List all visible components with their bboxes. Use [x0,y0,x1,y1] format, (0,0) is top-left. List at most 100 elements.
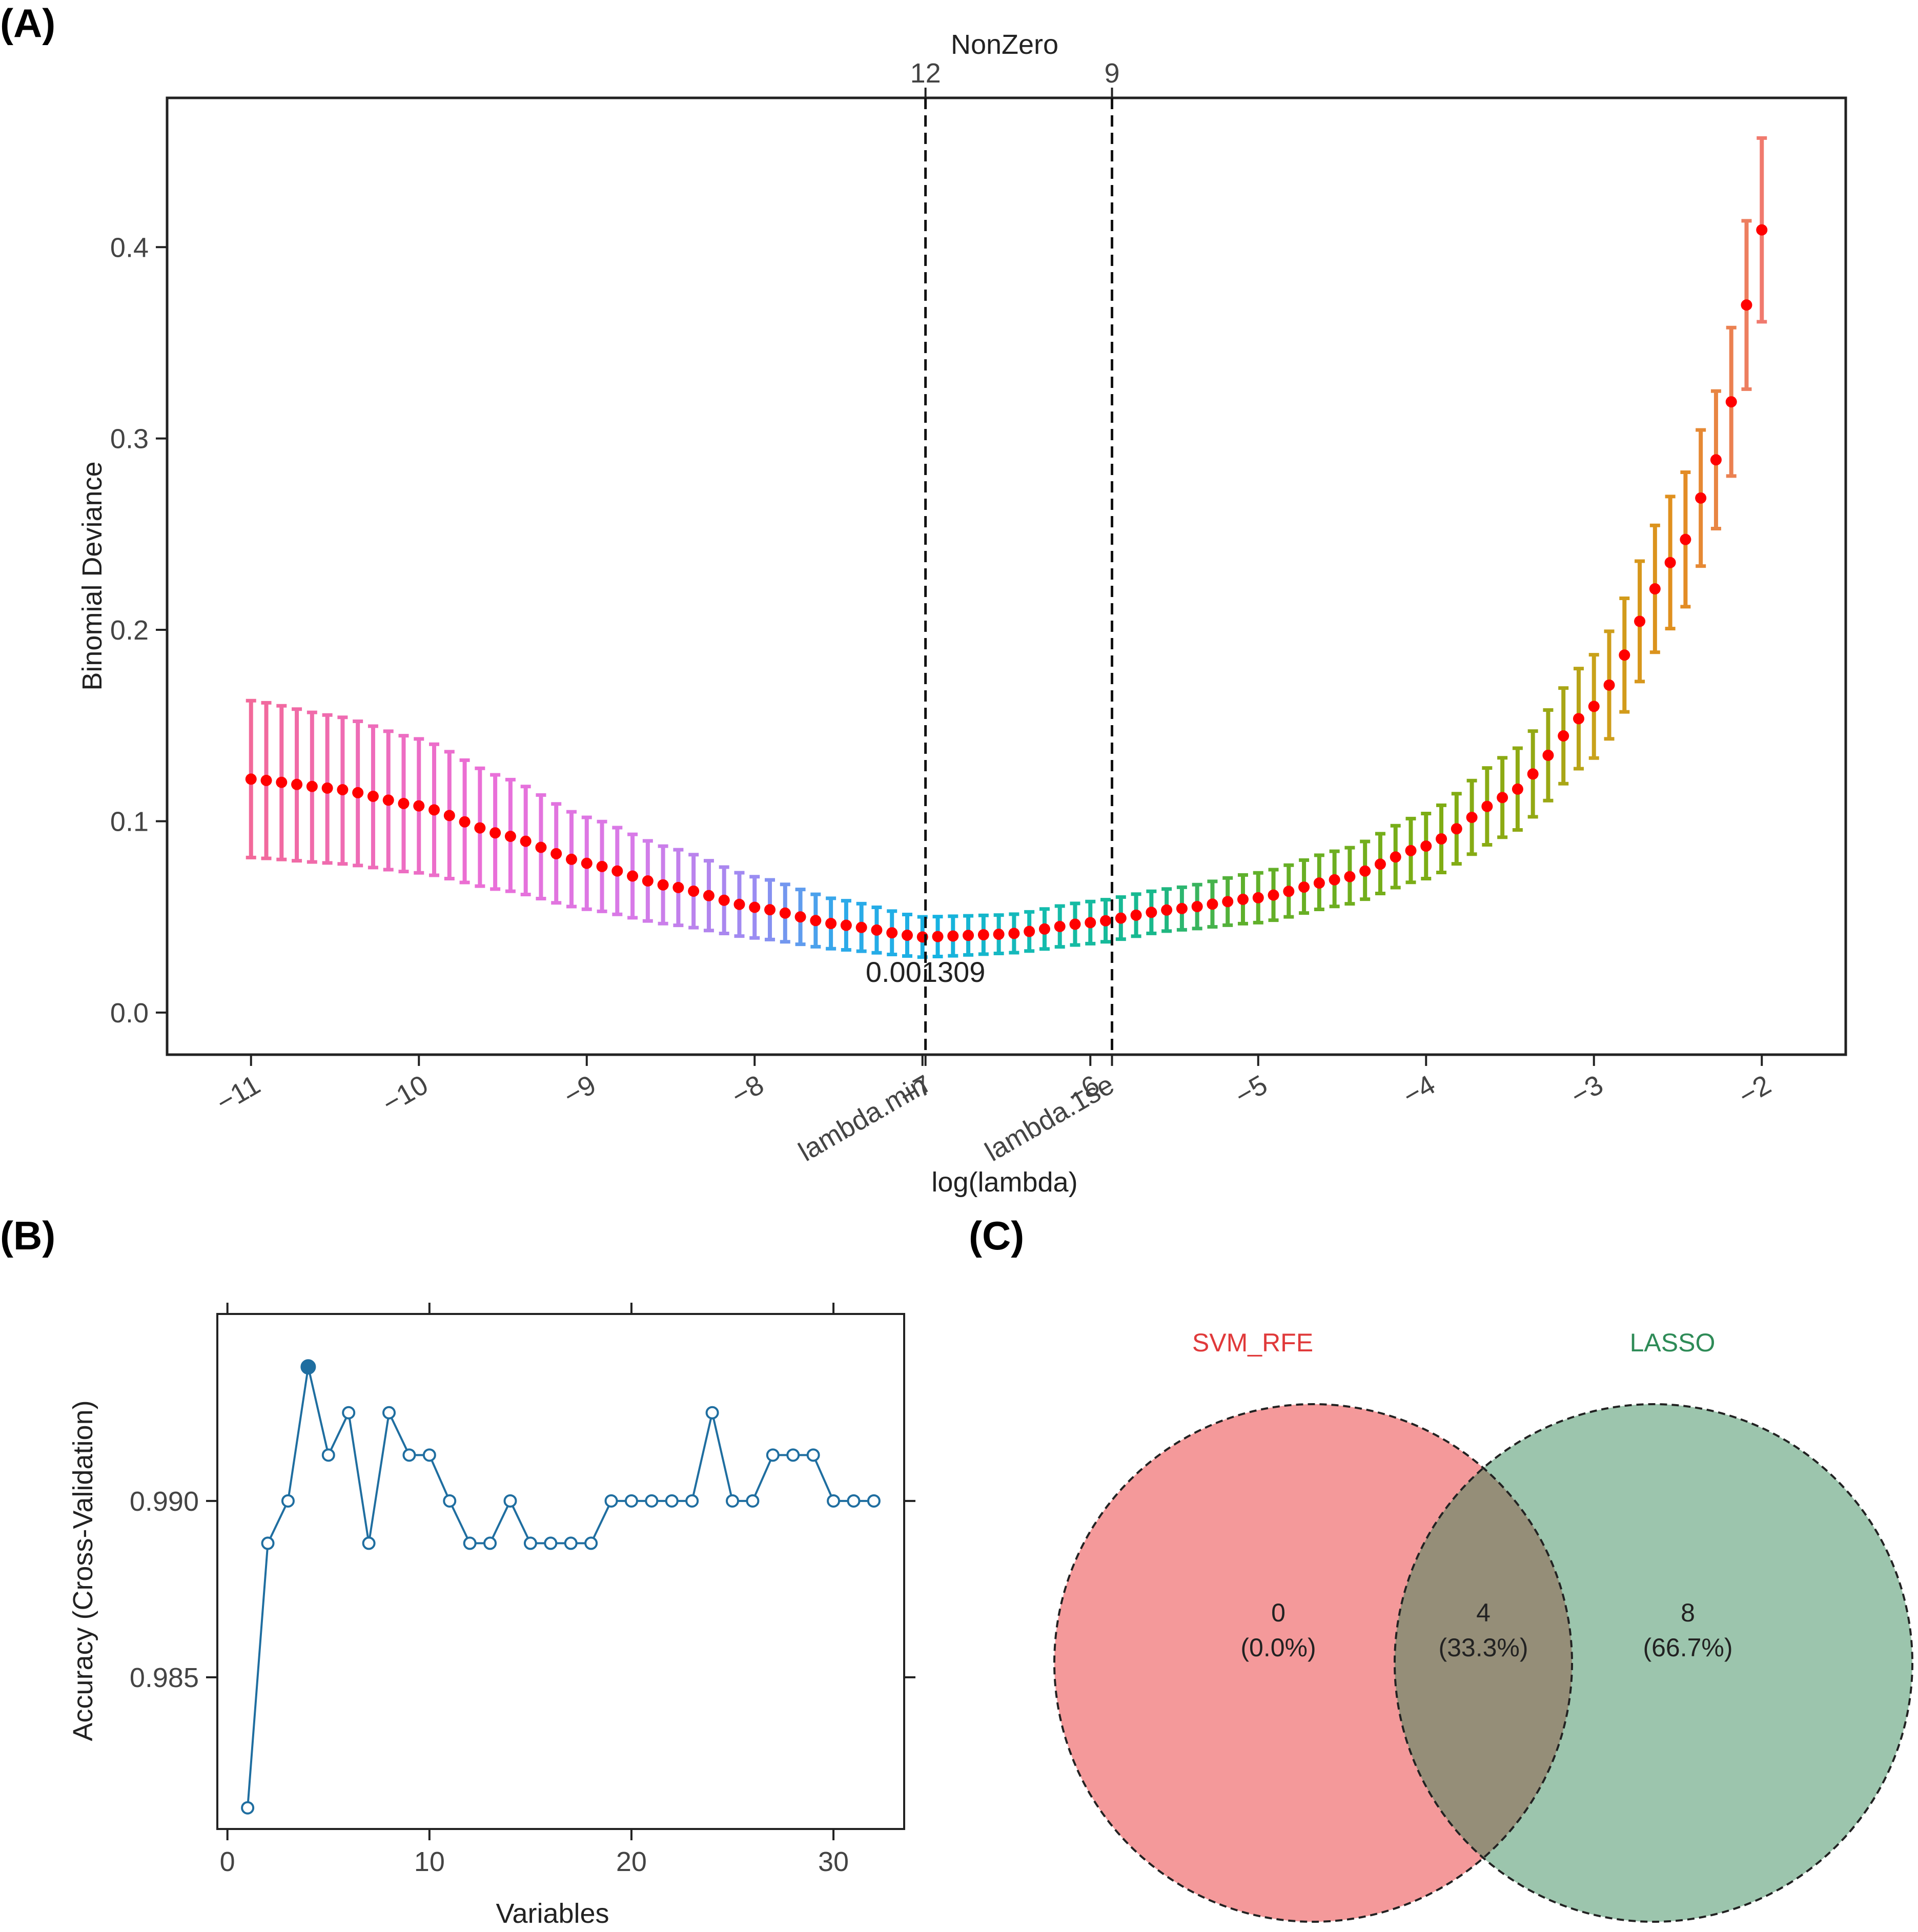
cv-mean-point [1237,893,1249,905]
b-point [867,1494,881,1508]
cv-mean-point [1359,865,1371,877]
panel-b-label: (B) [0,1213,55,1258]
cv-mean-point [1710,454,1722,466]
cv-mean-point [1222,896,1234,908]
cv-mean-point [1725,396,1737,408]
cv-mean-point [1634,615,1646,627]
cv-mean-point [855,921,867,933]
panel-a-vlines [924,98,1113,1055]
x-tick-label: −8 [726,1069,769,1112]
cv-mean-point [947,930,959,942]
y-tick-label: 0.4 [110,232,149,263]
cv-mean-point [474,822,486,834]
cv-mean-point [657,879,669,891]
b-point [523,1536,537,1550]
venn-lasso-only-percent: (66.7%) [1643,1633,1732,1662]
panel-a-top-axis: 12 9 [910,58,1120,98]
panel-b-x-axis-label: Variables [496,1898,609,1929]
b-x-tick-label: 10 [414,1846,445,1877]
cv-mean-point [443,810,455,821]
x-tick-label: −5 [1230,1069,1272,1112]
cv-mean-point [1756,224,1768,236]
cv-mean-point [1466,811,1478,823]
top-tick-label: 12 [910,58,941,89]
panel-b-axes: 0 10 20 30 0.985 0.990 [130,1303,915,1877]
panel-a-errorbars [246,136,1767,959]
cv-mean-point [1603,679,1615,691]
cv-mean-point [1741,299,1752,311]
b-point [544,1536,558,1550]
y-tick-label: 0.1 [110,806,149,837]
panel-b-rfe-accuracy-chart: 0 10 20 30 0.985 0.990 Variables Accuracy (Cr… [68,1303,915,1929]
venn-lasso-title: LASSO [1630,1328,1716,1357]
cv-mean-point [1069,918,1081,930]
panel-a-x-axis: lambda.min lambda.1se−11 −10 −9 −8 −7 −6 −5 −4 −3… [211,1055,1776,1167]
cv-mean-point [825,918,837,930]
cv-mean-point [1695,492,1707,504]
top-tick-label: 9 [1104,58,1119,89]
cv-mean-point [1680,533,1691,545]
cv-mean-point [1512,783,1523,795]
b-point [806,1448,820,1462]
cv-mean-point [1374,858,1386,870]
b-point [665,1494,679,1508]
cv-mean-point [901,929,913,941]
venn-svm-only-count: 0 [1271,1598,1286,1627]
panel-c-label: (C) [969,1213,1024,1258]
b-point [604,1494,618,1508]
cv-mean-point [276,776,288,788]
b-point [624,1494,638,1508]
b-point [402,1448,416,1462]
cv-mean-point [1420,840,1432,852]
cv-mean-point [1115,912,1127,924]
cv-mean-point [489,827,501,839]
cv-mean-point [1100,915,1112,927]
cv-mean-point [1527,768,1539,780]
cv-mean-point [1558,730,1569,742]
cv-mean-point [718,894,730,906]
cv-mean-point [764,904,776,916]
b-point [503,1494,517,1508]
cv-mean-point [1054,920,1066,932]
cv-mean-point [1664,557,1676,568]
panel-a-x-axis-label: log(lambda) [931,1167,1077,1198]
b-point [382,1406,396,1420]
cv-mean-point [1130,909,1142,921]
cv-mean-point [1573,713,1584,725]
venn-intersection-percent: (33.3%) [1438,1633,1528,1662]
b-point [362,1536,376,1550]
cv-mean-point [382,794,394,806]
cv-mean-point [429,804,440,816]
cv-mean-point [504,830,516,842]
b-point [746,1494,760,1508]
b-point [321,1448,335,1462]
x-tick-label: −3 [1565,1069,1608,1112]
cv-mean-point [413,800,425,812]
cv-mean-point [1390,851,1401,863]
venn-lasso-outline [1394,1403,1913,1923]
cv-mean-point [1619,649,1630,661]
panel-b-frame [216,1313,905,1830]
panel-a-points [245,224,1768,943]
cv-mean-point [1176,902,1188,914]
cv-mean-point [1146,907,1157,918]
x-tick-label: −9 [558,1069,601,1112]
cv-mean-point [611,865,623,877]
y-tick-label: 0.3 [110,424,149,455]
b-x-tick-label: 0 [220,1846,235,1877]
cv-mean-point [1405,845,1417,856]
b-point [786,1448,800,1462]
y-tick-label: 0.2 [110,615,149,646]
cv-mean-point [733,898,745,910]
venn-lasso-only-count: 8 [1681,1598,1695,1627]
cv-mean-point [1344,871,1356,882]
panel-a-y-axis: 0.0 0.1 0.2 0.3 0.4 [110,232,167,1029]
cv-mean-point [581,857,593,869]
cv-mean-point [1191,901,1203,913]
cv-mean-point [1252,892,1264,903]
b-point [685,1494,699,1508]
b-point [422,1448,436,1462]
cv-mean-point [1161,904,1173,916]
panel-c-venn-diagram: SVM_RFE LASSO 0 (0.0%) 4 (33.3%) 8 (66.7… [1053,1328,1913,1923]
